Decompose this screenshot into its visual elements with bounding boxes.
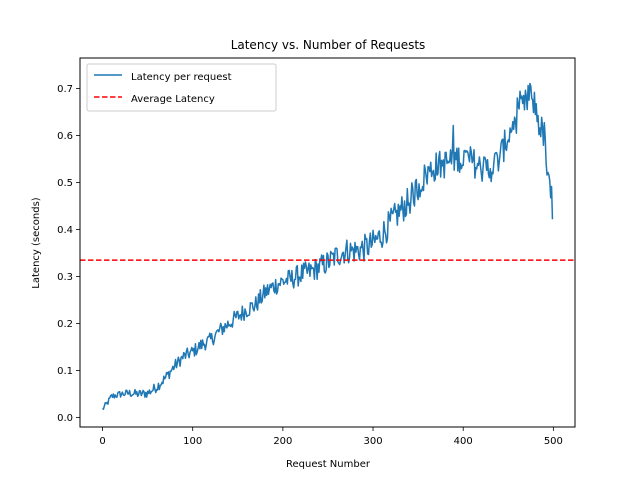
x-axis-label: Request Number <box>286 459 371 470</box>
y-tick-label: 0.4 <box>57 225 73 236</box>
axes-frame <box>79 57 576 428</box>
y-axis-label: Latency (seconds) <box>31 197 42 288</box>
x-tick-label: 200 <box>273 436 292 447</box>
y-tick-label: 0.6 <box>57 131 73 142</box>
y-tick-label: 0.2 <box>57 319 73 330</box>
x-tick-label: 400 <box>454 436 473 447</box>
legend-label-latency: Latency per request <box>131 72 232 83</box>
y-axis-ticks: 0.0 0.1 0.2 0.3 0.4 0.5 0.6 0.7 <box>57 84 80 424</box>
legend-box <box>86 63 277 112</box>
y-tick-label: 0.7 <box>57 84 73 95</box>
y-tick-label: 0.1 <box>57 366 73 377</box>
latency-series-line <box>101 82 554 410</box>
legend-label-average: Average Latency <box>131 94 215 105</box>
legend: Latency per request Average Latency <box>86 63 277 112</box>
plot-area <box>101 82 554 410</box>
y-tick-label: 0.0 <box>57 413 73 424</box>
y-tick-label: 0.5 <box>57 178 73 189</box>
x-tick-label: 300 <box>363 436 382 447</box>
x-tick-label: 0 <box>99 436 105 447</box>
x-axis-ticks: 0 100 200 300 400 500 <box>99 427 563 447</box>
y-tick-label: 0.3 <box>57 272 73 283</box>
chart-title: Latency vs. Number of Requests <box>231 38 426 52</box>
x-tick-label: 100 <box>183 436 202 447</box>
x-tick-label: 500 <box>544 436 563 447</box>
